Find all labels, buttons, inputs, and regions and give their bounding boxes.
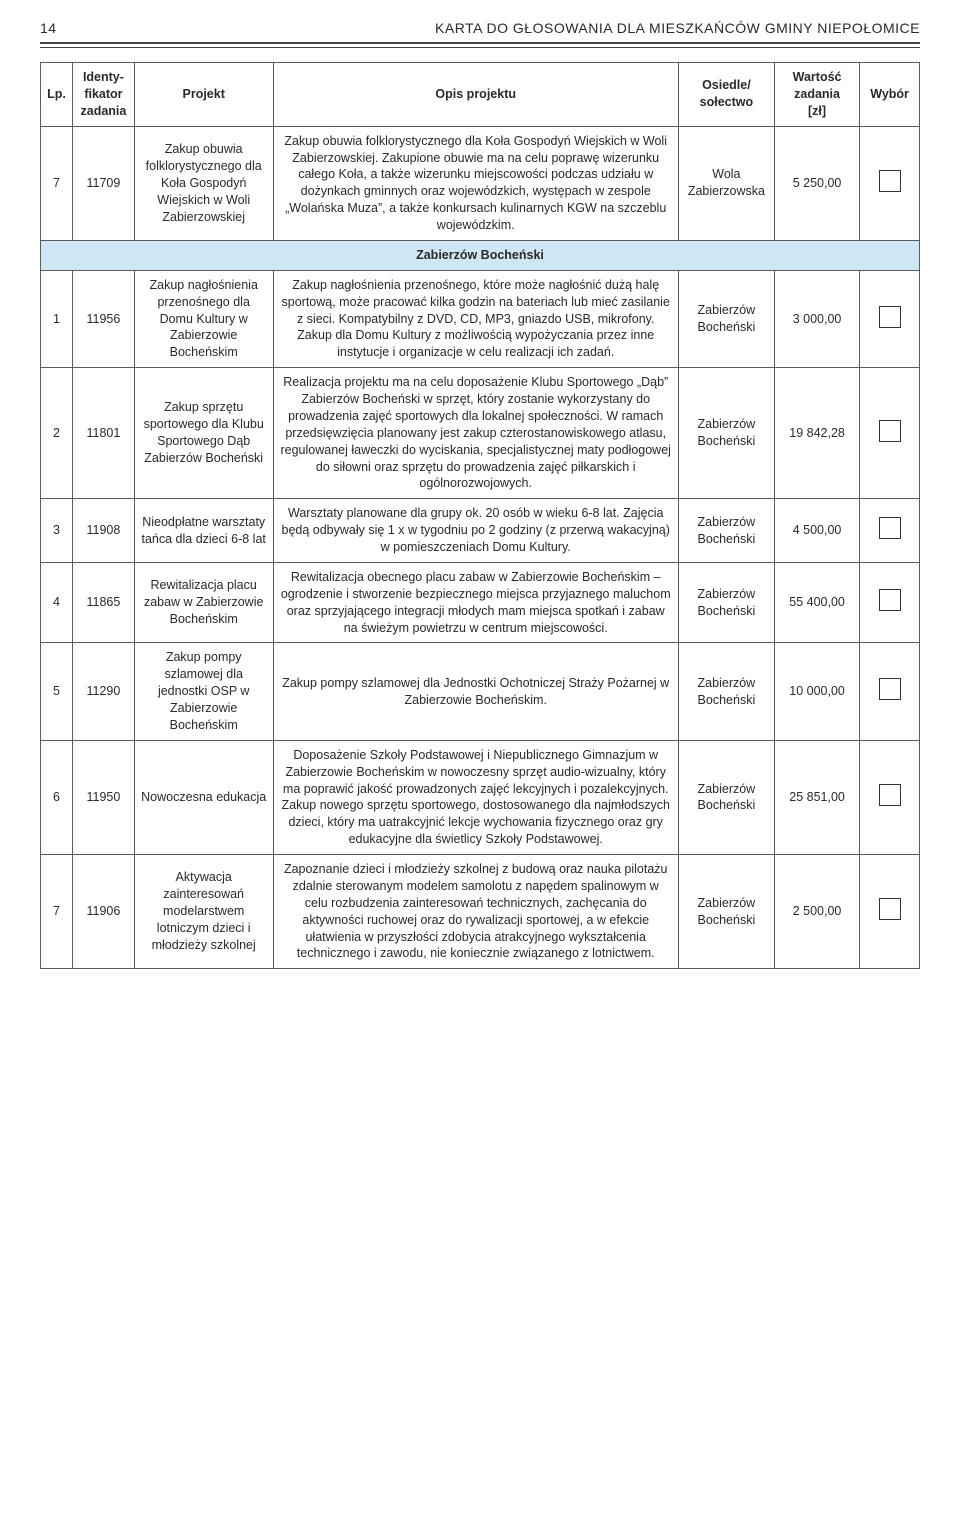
cell-wybor bbox=[860, 126, 920, 240]
page-header: 14 KARTA DO GŁOSOWANIA DLA MIESZKAŃCÓW G… bbox=[40, 20, 920, 36]
cell-osiedle: Zabierzów Bocheński bbox=[678, 740, 774, 854]
cell-lp: 4 bbox=[41, 562, 73, 643]
cell-wartosc: 4 500,00 bbox=[774, 499, 859, 563]
cell-osiedle: Zabierzów Bocheński bbox=[678, 368, 774, 499]
table-header-row: Lp. Identy- fikator zadania Projekt Opis… bbox=[41, 63, 920, 127]
cell-wartosc: 25 851,00 bbox=[774, 740, 859, 854]
cell-wartosc: 55 400,00 bbox=[774, 562, 859, 643]
vote-checkbox[interactable] bbox=[879, 306, 901, 328]
cell-id: 11956 bbox=[73, 270, 135, 367]
voting-table: Lp. Identy- fikator zadania Projekt Opis… bbox=[40, 62, 920, 969]
cell-wartosc: 2 500,00 bbox=[774, 855, 859, 969]
cell-opis: Zakup obuwia folklorystycznego dla Koła … bbox=[273, 126, 678, 240]
cell-proj: Zakup obuwia folklorystycznego dla Koła … bbox=[134, 126, 273, 240]
col-osiedle: Osiedle/ sołectwo bbox=[678, 63, 774, 127]
cell-opis: Rewitalizacja obecnego placu zabaw w Zab… bbox=[273, 562, 678, 643]
cell-wartosc: 19 842,28 bbox=[774, 368, 859, 499]
section-row: Zabierzów Bocheński bbox=[41, 240, 920, 270]
table-row: 111956Zakup nagłośnienia przenośnego dla… bbox=[41, 270, 920, 367]
cell-lp: 2 bbox=[41, 368, 73, 499]
vote-checkbox[interactable] bbox=[879, 170, 901, 192]
section-label: Zabierzów Bocheński bbox=[41, 240, 920, 270]
vote-checkbox[interactable] bbox=[879, 784, 901, 806]
cell-id: 11801 bbox=[73, 368, 135, 499]
col-proj: Projekt bbox=[134, 63, 273, 127]
cell-osiedle: Zabierzów Bocheński bbox=[678, 270, 774, 367]
cell-id: 11709 bbox=[73, 126, 135, 240]
col-wybor: Wybór bbox=[860, 63, 920, 127]
vote-checkbox[interactable] bbox=[879, 517, 901, 539]
cell-proj: Zakup pompy szlamowej dla jednostki OSP … bbox=[134, 643, 273, 740]
col-opis: Opis projektu bbox=[273, 63, 678, 127]
cell-lp: 7 bbox=[41, 126, 73, 240]
vote-checkbox[interactable] bbox=[879, 898, 901, 920]
cell-osiedle: Zabierzów Bocheński bbox=[678, 562, 774, 643]
col-id: Identy- fikator zadania bbox=[73, 63, 135, 127]
col-lp: Lp. bbox=[41, 63, 73, 127]
table-row: 611950Nowoczesna edukacjaDoposażenie Szk… bbox=[41, 740, 920, 854]
cell-opis: Zakup pompy szlamowej dla Jednostki Ocho… bbox=[273, 643, 678, 740]
cell-wartosc: 10 000,00 bbox=[774, 643, 859, 740]
cell-lp: 3 bbox=[41, 499, 73, 563]
cell-opis: Warsztaty planowane dla grupy ok. 20 osó… bbox=[273, 499, 678, 563]
cell-lp: 1 bbox=[41, 270, 73, 367]
cell-wartosc: 3 000,00 bbox=[774, 270, 859, 367]
cell-osiedle: Wola Zabierzowska bbox=[678, 126, 774, 240]
cell-proj: Rewitalizacja placu zabaw w Zabierzowie … bbox=[134, 562, 273, 643]
cell-lp: 7 bbox=[41, 855, 73, 969]
cell-wybor bbox=[860, 270, 920, 367]
table-row: 411865Rewitalizacja placu zabaw w Zabier… bbox=[41, 562, 920, 643]
page-title: KARTA DO GŁOSOWANIA DLA MIESZKAŃCÓW GMIN… bbox=[435, 20, 920, 36]
cell-osiedle: Zabierzów Bocheński bbox=[678, 499, 774, 563]
table-row: 211801Zakup sprzętu sportowego dla Klubu… bbox=[41, 368, 920, 499]
header-rule bbox=[40, 42, 920, 48]
table-row: 311908Nieodpłatne warsztaty tańca dla dz… bbox=[41, 499, 920, 563]
cell-wybor bbox=[860, 499, 920, 563]
cell-proj: Zakup nagłośnienia przenośnego dla Domu … bbox=[134, 270, 273, 367]
table-row: 511290Zakup pompy szlamowej dla jednostk… bbox=[41, 643, 920, 740]
table-row: 711906Aktywacja zainteresowań modelarstw… bbox=[41, 855, 920, 969]
cell-wybor bbox=[860, 855, 920, 969]
page-number: 14 bbox=[40, 20, 57, 36]
cell-opis: Zapoznanie dzieci i młodzieży szkolnej z… bbox=[273, 855, 678, 969]
cell-opis: Zakup nagłośnienia przenośnego, które mo… bbox=[273, 270, 678, 367]
cell-opis: Realizacja projektu ma na celu doposażen… bbox=[273, 368, 678, 499]
cell-opis: Doposażenie Szkoły Podstawowej i Niepubl… bbox=[273, 740, 678, 854]
cell-wartosc: 5 250,00 bbox=[774, 126, 859, 240]
cell-osiedle: Zabierzów Bocheński bbox=[678, 855, 774, 969]
vote-checkbox[interactable] bbox=[879, 678, 901, 700]
vote-checkbox[interactable] bbox=[879, 420, 901, 442]
col-wartosc: Wartość zadania [zł] bbox=[774, 63, 859, 127]
cell-proj: Aktywacja zainteresowań modelarstwem lot… bbox=[134, 855, 273, 969]
cell-id: 11908 bbox=[73, 499, 135, 563]
cell-id: 11906 bbox=[73, 855, 135, 969]
cell-wybor bbox=[860, 368, 920, 499]
cell-proj: Zakup sprzętu sportowego dla Klubu Sport… bbox=[134, 368, 273, 499]
cell-wybor bbox=[860, 740, 920, 854]
cell-id: 11290 bbox=[73, 643, 135, 740]
cell-proj: Nowoczesna edukacja bbox=[134, 740, 273, 854]
cell-osiedle: Zabierzów Bocheński bbox=[678, 643, 774, 740]
cell-lp: 6 bbox=[41, 740, 73, 854]
cell-wybor bbox=[860, 643, 920, 740]
table-row: 711709Zakup obuwia folklorystycznego dla… bbox=[41, 126, 920, 240]
cell-lp: 5 bbox=[41, 643, 73, 740]
cell-id: 11950 bbox=[73, 740, 135, 854]
cell-proj: Nieodpłatne warsztaty tańca dla dzieci 6… bbox=[134, 499, 273, 563]
vote-checkbox[interactable] bbox=[879, 589, 901, 611]
cell-wybor bbox=[860, 562, 920, 643]
cell-id: 11865 bbox=[73, 562, 135, 643]
